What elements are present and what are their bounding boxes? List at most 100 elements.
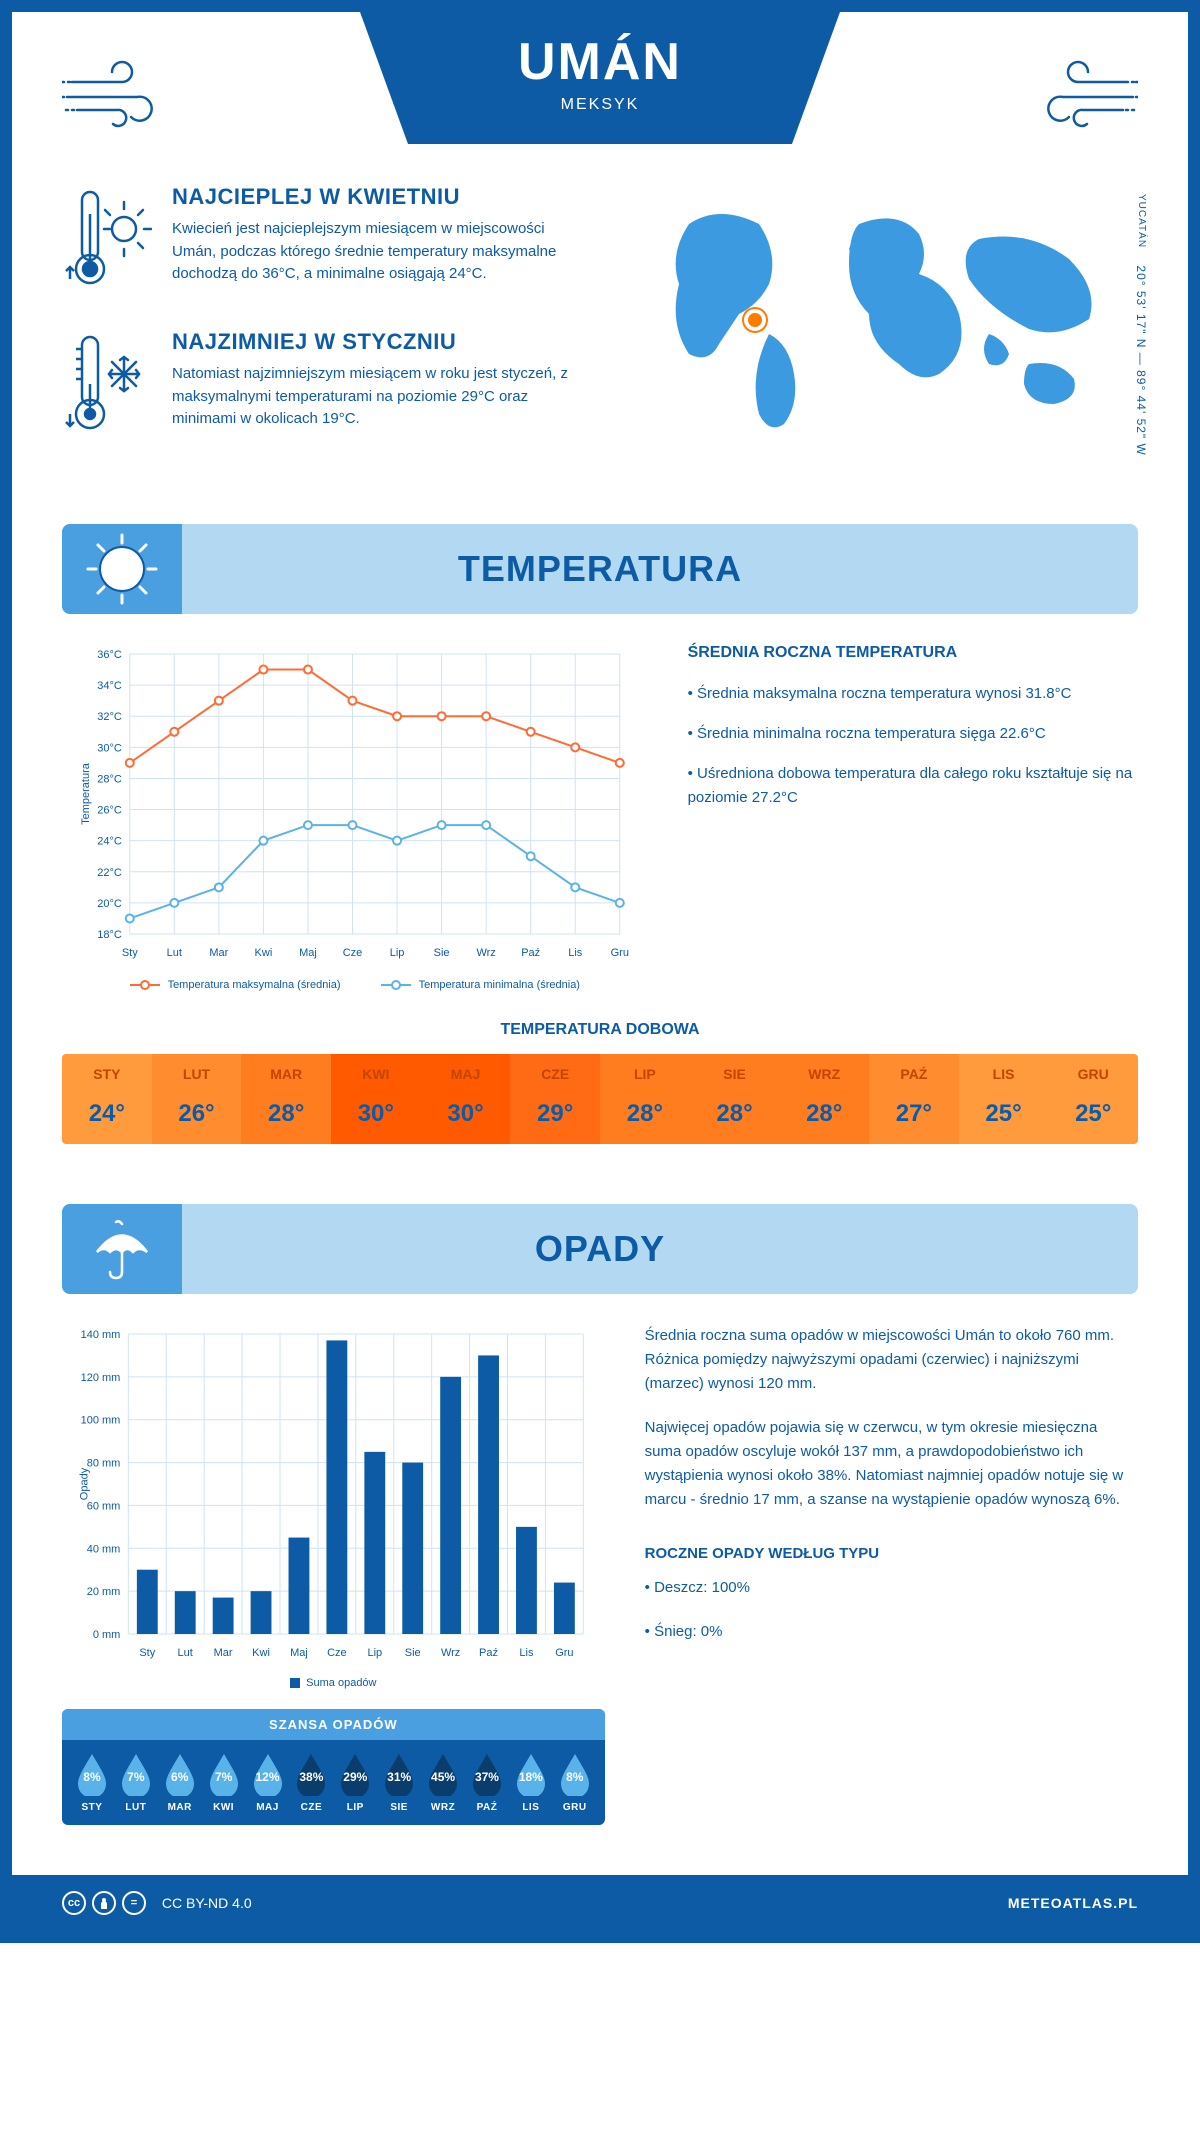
svg-text:Temperatura: Temperatura <box>80 762 92 825</box>
temperature-info-title: ŚREDNIA ROCZNA TEMPERATURA <box>688 644 1138 662</box>
temperature-info-point: • Średnia minimalna roczna temperatura s… <box>688 722 1138 746</box>
svg-text:100 mm: 100 mm <box>81 1415 121 1427</box>
svg-text:22°C: 22°C <box>97 867 122 879</box>
svg-text:Maj: Maj <box>299 947 317 959</box>
precipitation-bar-chart: 0 mm20 mm40 mm60 mm80 mm100 mm120 mm140 … <box>62 1324 605 1825</box>
daily-temp-month: LIP <box>600 1066 690 1082</box>
chance-cell: 31% SIE <box>377 1752 421 1813</box>
svg-text:120 mm: 120 mm <box>81 1372 121 1384</box>
daily-temp-value: 26° <box>152 1100 242 1128</box>
raindrop-icon: 7% <box>206 1752 242 1796</box>
chance-month: WRZ <box>421 1802 465 1813</box>
daily-temp-value: 28° <box>779 1100 869 1128</box>
raindrop-icon: 18% <box>513 1752 549 1796</box>
chance-value: 8% <box>566 1770 583 1784</box>
chance-value: 12% <box>255 1770 279 1784</box>
svg-text:30°C: 30°C <box>97 742 122 754</box>
legend-min-label: Temperatura minimalna (średnia) <box>419 979 580 991</box>
chance-cell: 12%MAJ <box>246 1752 290 1813</box>
chance-month: LUT <box>114 1802 158 1813</box>
chance-cell: 8%STY <box>70 1752 114 1813</box>
daily-temp-month: WRZ <box>779 1066 869 1082</box>
chance-value: 8% <box>83 1770 100 1784</box>
chance-cell: 6%MAR <box>158 1752 202 1813</box>
coldest-month-block: NAJZIMNIEJ W STYCZNIU Natomiast najzimni… <box>62 329 580 439</box>
page-footer: cc = CC BY-ND 4.0 METEOATLAS.PL <box>12 1875 1188 1931</box>
daily-temp-value: 25° <box>959 1100 1049 1128</box>
daily-temp-cell: LUT26° <box>152 1054 242 1144</box>
thermometer-cold-icon <box>62 329 152 439</box>
precipitation-section-header: OPADY <box>62 1204 1138 1294</box>
daily-temp-value: 28° <box>600 1100 690 1128</box>
chance-month: MAR <box>158 1802 202 1813</box>
daily-temp-month: CZE <box>510 1066 600 1082</box>
summary-row: NAJCIEPLEJ W KWIETNIU Kwiecień jest najc… <box>62 184 1138 474</box>
svg-text:Lip: Lip <box>390 947 405 959</box>
daily-temp-cell: LIP 28° <box>600 1054 690 1144</box>
temperature-info-point: • Uśredniona dobowa temperatura dla całe… <box>688 762 1138 810</box>
chance-cell: 45%WRZ <box>421 1752 465 1813</box>
svg-text:34°C: 34°C <box>97 680 122 692</box>
wind-icon <box>62 52 182 137</box>
svg-text:26°C: 26°C <box>97 805 122 817</box>
world-map-block: YUCATÁN 20° 53' 17" N — 89° 44' 52" W <box>620 184 1138 474</box>
precip-legend-label: Suma opadów <box>306 1677 376 1689</box>
svg-text:36°C: 36°C <box>97 649 122 661</box>
umbrella-icon <box>62 1204 182 1294</box>
daily-temp-cell: STY24° <box>62 1054 152 1144</box>
svg-text:0 mm: 0 mm <box>93 1629 121 1641</box>
temperature-chart-legend: Temperatura maksymalna (średnia) Tempera… <box>62 979 648 991</box>
svg-text:28°C: 28°C <box>97 773 122 785</box>
svg-text:60 mm: 60 mm <box>87 1500 121 1512</box>
chance-cell: 29%LIP <box>333 1752 377 1813</box>
daily-temp-value: 29° <box>510 1100 600 1128</box>
precip-by-type-title: ROCZNE OPADY WEDŁUG TYPU <box>645 1542 1138 1566</box>
daily-temp-cell: GRU25° <box>1048 1054 1138 1144</box>
chance-cell: 38% CZE <box>289 1752 333 1813</box>
raindrop-icon: 37% <box>469 1752 505 1796</box>
precipitation-info-paragraph: Najwięcej opadów pojawia się w czerwcu, … <box>645 1416 1138 1512</box>
daily-temp-value: 28° <box>690 1100 780 1128</box>
chance-month: KWI <box>202 1802 246 1813</box>
chance-value: 31% <box>387 1770 411 1784</box>
svg-text:40 mm: 40 mm <box>87 1543 121 1555</box>
location-country: MEKSYK <box>460 96 740 114</box>
chance-cell: 7% KWI <box>202 1752 246 1813</box>
page-header: UMÁN MEKSYK <box>62 42 1138 144</box>
raindrop-icon: 7% <box>118 1752 154 1796</box>
svg-text:Lis: Lis <box>568 947 583 959</box>
daily-temp-cell: CZE 29° <box>510 1054 600 1144</box>
location-pin-icon <box>744 309 766 331</box>
daily-temp-month: LIS <box>959 1066 1049 1082</box>
svg-text:Gru: Gru <box>611 947 629 959</box>
chance-month: PAŹ <box>465 1802 509 1813</box>
svg-text:Cze: Cze <box>327 1647 347 1659</box>
raindrop-icon: 8% <box>74 1752 110 1796</box>
svg-text:Opady: Opady <box>78 1467 90 1500</box>
warmest-title: NAJCIEPLEJ W KWIETNIU <box>172 184 580 210</box>
svg-text:Cze: Cze <box>343 947 363 959</box>
daily-temp-month: SIE <box>690 1066 780 1082</box>
svg-text:32°C: 32°C <box>97 711 122 723</box>
temperature-line-chart: 18°C20°C22°C24°C26°C28°C30°C32°C34°C36°C… <box>62 644 648 991</box>
precipitation-chart-legend: Suma opadów <box>62 1677 605 1689</box>
precipitation-type-item: • Deszcz: 100% <box>645 1576 1138 1600</box>
chance-value: 7% <box>215 1770 232 1784</box>
svg-text:Lis: Lis <box>519 1647 534 1659</box>
chance-month: CZE <box>289 1802 333 1813</box>
chance-month: SIE <box>377 1802 421 1813</box>
daily-temp-month: STY <box>62 1066 152 1082</box>
svg-text:140 mm: 140 mm <box>81 1329 121 1341</box>
by-icon <box>92 1891 116 1915</box>
svg-text:Mar: Mar <box>214 1647 233 1659</box>
precipitation-info-paragraph: Średnia roczna suma opadów w miejscowośc… <box>645 1324 1138 1396</box>
chance-title: SZANSA OPADÓW <box>62 1709 605 1740</box>
svg-text:Maj: Maj <box>290 1647 308 1659</box>
daily-temp-cell: MAR28° <box>241 1054 331 1144</box>
chance-value: 37% <box>475 1770 499 1784</box>
thermometer-hot-icon <box>62 184 152 294</box>
wind-icon <box>1018 52 1138 137</box>
svg-text:Paź: Paź <box>479 1647 498 1659</box>
svg-text:80 mm: 80 mm <box>87 1458 121 1470</box>
raindrop-icon: 38% <box>293 1752 329 1796</box>
